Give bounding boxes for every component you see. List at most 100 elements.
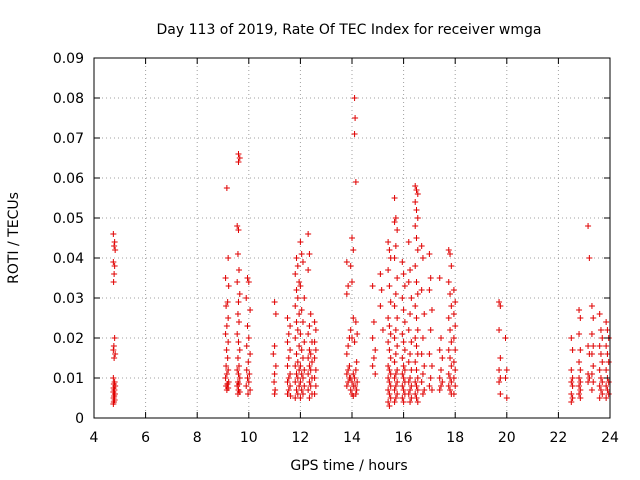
data-point <box>377 303 384 309</box>
data-point <box>345 343 352 349</box>
data-point <box>351 131 358 137</box>
data-point <box>285 331 292 337</box>
data-point <box>235 267 242 273</box>
y-tick-label: 0.08 <box>53 91 84 107</box>
data-point <box>235 339 242 345</box>
data-point <box>414 215 421 221</box>
data-point <box>445 371 452 377</box>
data-point <box>408 367 415 373</box>
x-tick-label: 14 <box>343 430 361 446</box>
data-point <box>603 383 610 389</box>
data-point <box>245 279 252 285</box>
data-point <box>299 355 306 361</box>
data-point <box>311 319 318 325</box>
data-point <box>234 311 241 317</box>
data-points <box>110 95 612 409</box>
data-point <box>392 371 399 377</box>
y-tick-label: 0 <box>75 411 84 427</box>
data-point <box>413 187 420 193</box>
data-point <box>386 367 393 373</box>
data-point <box>576 383 583 389</box>
data-point <box>436 275 443 281</box>
data-point <box>400 399 407 405</box>
data-point <box>353 359 360 365</box>
data-point <box>292 271 299 277</box>
data-point <box>448 379 455 385</box>
data-point <box>297 331 304 337</box>
data-point <box>407 375 414 381</box>
data-point <box>413 367 420 373</box>
data-point <box>450 391 457 397</box>
data-point <box>110 343 117 349</box>
data-point <box>292 363 299 369</box>
data-point <box>497 375 504 381</box>
data-point <box>421 363 428 369</box>
y-tick-label: 0.09 <box>53 51 84 67</box>
data-point <box>111 355 118 361</box>
data-point <box>292 395 299 401</box>
data-point <box>111 263 118 269</box>
data-point <box>413 279 420 285</box>
data-point <box>311 375 318 381</box>
data-point <box>294 295 301 301</box>
data-point <box>386 403 393 409</box>
data-point <box>385 315 392 321</box>
data-point <box>306 323 313 329</box>
data-point <box>588 303 595 309</box>
data-point <box>225 367 232 373</box>
data-point <box>298 387 305 393</box>
data-point <box>399 295 406 301</box>
data-point <box>386 323 393 329</box>
y-axis-label: ROTI / TECUs <box>6 192 22 284</box>
data-point <box>309 359 316 365</box>
y-tick-label: 0.05 <box>53 211 84 227</box>
data-point <box>297 395 304 401</box>
data-point <box>596 395 603 401</box>
data-point <box>413 395 420 401</box>
data-point <box>452 299 459 305</box>
data-point <box>306 379 313 385</box>
data-point <box>234 223 241 229</box>
data-point <box>305 371 312 377</box>
data-point <box>349 335 355 341</box>
x-tick-label: 6 <box>141 430 150 446</box>
data-point <box>438 335 445 341</box>
data-point <box>413 383 420 389</box>
x-tick-label: 22 <box>549 430 567 446</box>
data-point <box>385 399 392 405</box>
data-point <box>407 399 414 405</box>
data-point <box>603 395 610 401</box>
data-point <box>350 247 357 253</box>
data-point <box>311 339 318 345</box>
data-point <box>426 251 433 257</box>
data-point <box>391 359 398 365</box>
data-point <box>112 247 119 253</box>
data-point <box>387 395 394 401</box>
data-point <box>405 239 412 245</box>
data-point <box>111 271 118 277</box>
data-point <box>387 383 394 389</box>
x-tick-label: 20 <box>498 430 516 446</box>
data-point <box>496 367 503 373</box>
data-point <box>414 191 421 197</box>
data-point <box>447 387 454 393</box>
data-point <box>603 367 610 373</box>
data-point <box>597 387 604 393</box>
data-point <box>438 383 445 389</box>
data-point <box>379 327 386 333</box>
data-point <box>496 299 503 305</box>
data-point <box>298 347 305 353</box>
data-point <box>347 327 354 333</box>
data-point <box>391 195 398 201</box>
data-point <box>387 299 394 305</box>
data-point <box>293 387 300 393</box>
data-point <box>590 343 597 349</box>
data-point <box>392 351 399 357</box>
data-point <box>294 375 301 381</box>
data-point <box>569 383 576 389</box>
data-point <box>590 363 597 369</box>
data-point <box>391 335 398 341</box>
data-point <box>235 363 242 369</box>
data-point <box>497 391 504 397</box>
data-point <box>445 315 452 321</box>
